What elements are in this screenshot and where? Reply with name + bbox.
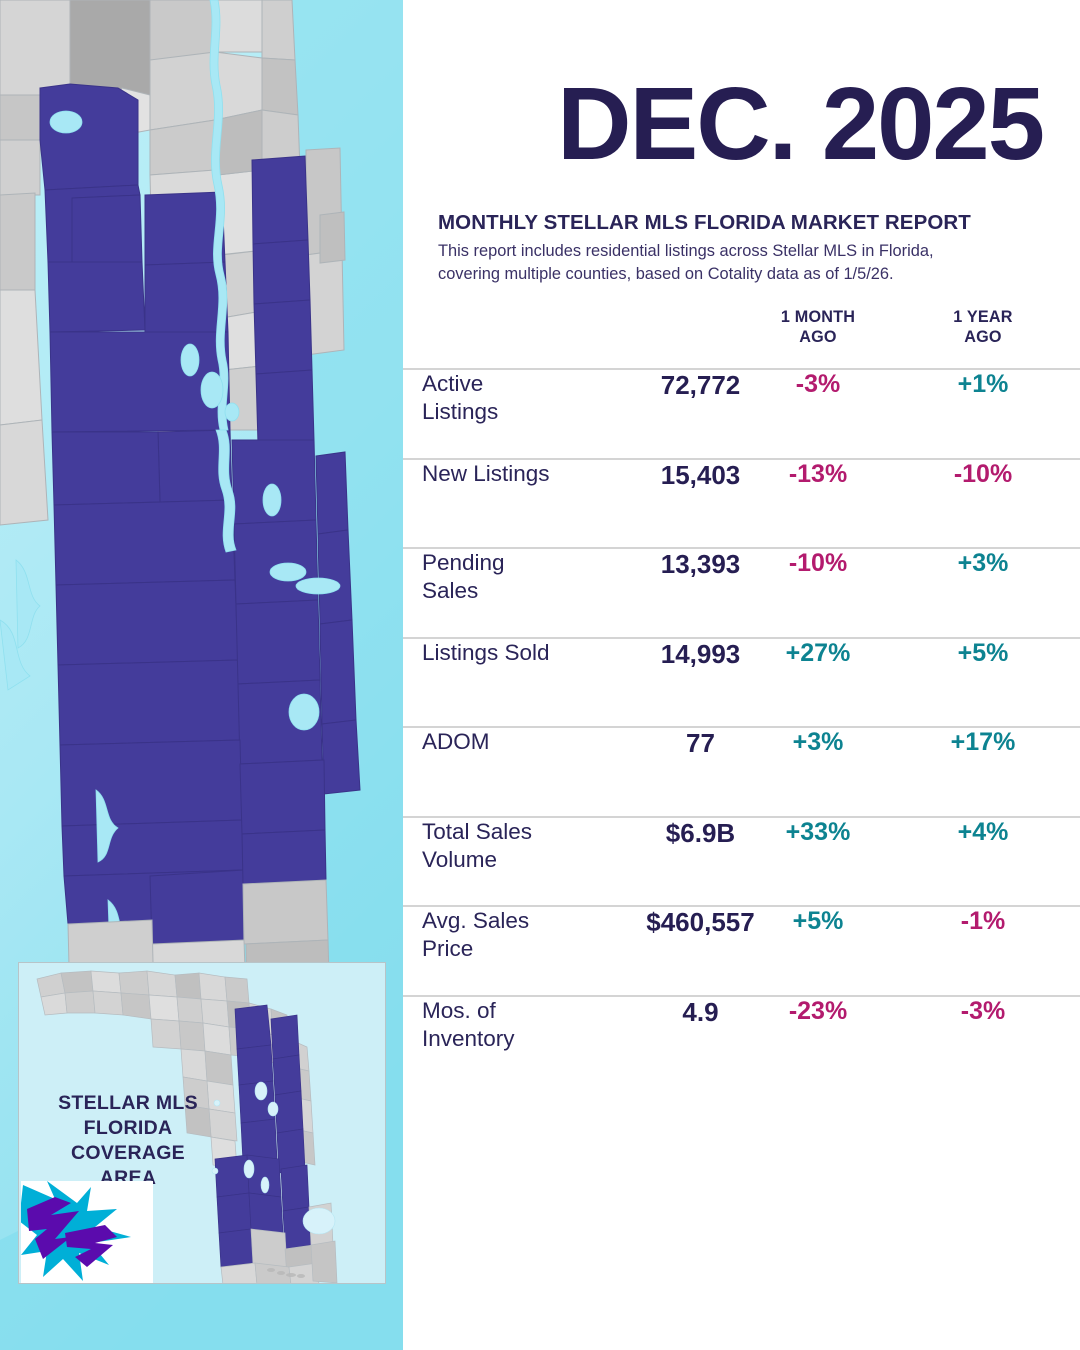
report-content-panel: DEC. 2025 MONTHLY STELLAR MLS FLORIDA MA…	[403, 0, 1080, 1350]
table-row: Total Sales Volume $6.9B +33% +4%	[403, 815, 1080, 906]
metric-value: $6.9B	[665, 817, 736, 848]
metric-change-month-ago: -23%	[788, 996, 848, 1025]
metric-label: ADOM	[422, 729, 490, 754]
market-metrics-table: 1 MONTH AGO 1 YEAR AGO Active Listings 72…	[403, 302, 1080, 1084]
metric-label: Listings Sold	[422, 639, 550, 665]
page-title: DEC. 2025	[557, 66, 1045, 181]
metric-change-year-ago: +3%	[957, 549, 1009, 577]
table-row: New Listings 15,403 -13% -10%	[403, 457, 1080, 548]
metric-change-year-ago: -10%	[953, 459, 1013, 488]
table-row: Avg. Sales Price $460,557 +5% -1%	[403, 905, 1080, 995]
metric-value: 15,403	[660, 459, 741, 490]
metric-change-year-ago: +17%	[950, 728, 1016, 756]
metric-change-month-ago: +5%	[792, 907, 844, 935]
metric-value: $460,557	[646, 907, 755, 937]
metric-label: Total Sales Volume	[422, 818, 533, 872]
metric-value: 77	[686, 728, 715, 758]
metric-change-year-ago: +5%	[957, 638, 1009, 667]
metric-change-month-ago: +27%	[785, 638, 851, 667]
report-subtitle-heading: MONTHLY STELLAR MLS FLORIDA MARKET REPOR…	[438, 211, 971, 234]
coverage-area-label: STELLAR MLS FLORIDA COVERAGE AREA	[58, 1092, 198, 1189]
florida-map-panel: STELLAR MLS FLORIDA COVERAGE AREA	[0, 0, 403, 1350]
metric-value: 14,993	[660, 638, 741, 669]
florida-county-map	[0, 0, 403, 1350]
metric-change-month-ago: -13%	[788, 459, 848, 488]
metric-change-month-ago: -3%	[795, 370, 841, 398]
report-description: This report includes residential listing…	[438, 242, 934, 283]
metric-label: Avg. Sales Price	[422, 908, 530, 961]
stellar-mls-logo-icon	[21, 1181, 153, 1283]
metric-value: 13,393	[660, 549, 741, 579]
metric-change-month-ago: -10%	[788, 549, 848, 577]
metric-label: Mos. of Inventory	[422, 997, 515, 1051]
metric-value: 4.9	[682, 996, 719, 1027]
coverage-area-inset-card: STELLAR MLS FLORIDA COVERAGE AREA	[18, 962, 386, 1284]
metric-label: Pending Sales	[422, 550, 505, 603]
metric-label: New Listings	[422, 460, 550, 486]
metric-label: Active Listings	[422, 371, 499, 424]
table-row: Active Listings 72,772 -3% +1%	[403, 368, 1080, 458]
table-header-row: 1 MONTH AGO 1 YEAR AGO	[403, 302, 1080, 368]
table-row: Pending Sales 13,393 -10% +3%	[403, 547, 1080, 637]
column-header-year-ago: 1 YEAR AGO	[953, 308, 1013, 346]
table-row: Mos. of Inventory 4.9 -23% -3%	[403, 994, 1080, 1085]
table-row: ADOM 77 +3% +17%	[403, 726, 1080, 816]
metric-change-month-ago: +33%	[785, 817, 851, 846]
table-row: Listings Sold 14,993 +27% +5%	[403, 636, 1080, 727]
metric-change-month-ago: +3%	[792, 728, 844, 756]
metric-change-year-ago: -1%	[960, 907, 1006, 935]
metric-value: 72,772	[660, 370, 741, 400]
metric-change-year-ago: +1%	[957, 370, 1009, 398]
metric-change-year-ago: -3%	[960, 996, 1006, 1025]
metric-change-year-ago: +4%	[957, 817, 1009, 846]
column-header-month-ago: 1 MONTH AGO	[780, 308, 856, 346]
table-body: Active Listings 72,772 -3% +1% New Listings 1…	[403, 368, 1080, 1084]
